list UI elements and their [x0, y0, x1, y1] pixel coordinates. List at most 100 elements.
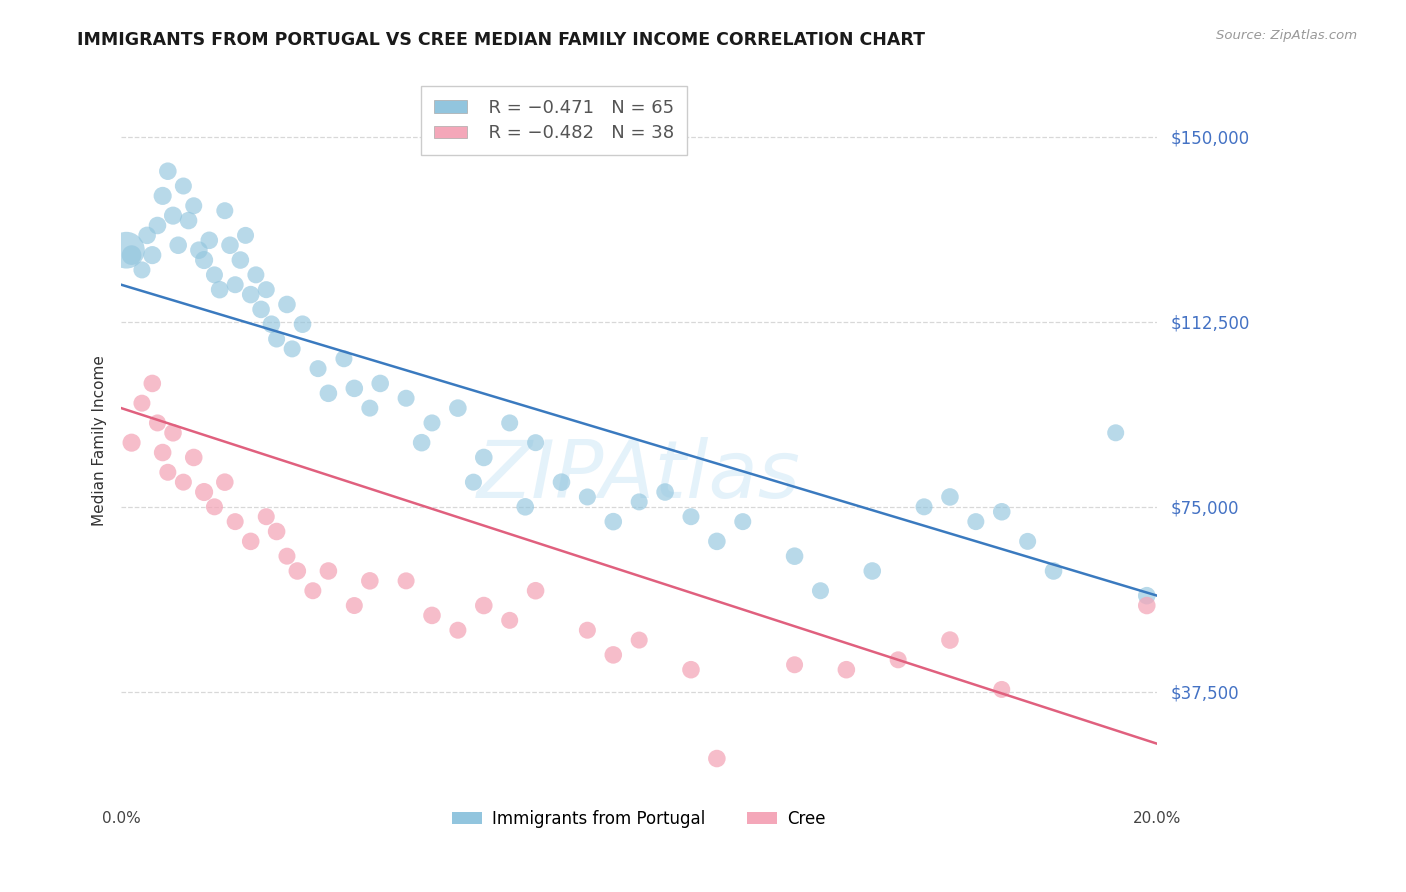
- Point: [266, 332, 288, 346]
- Point: [224, 515, 246, 529]
- Point: [204, 500, 226, 514]
- Point: [177, 213, 200, 227]
- Point: [266, 524, 288, 539]
- Point: [368, 376, 391, 391]
- Point: [524, 583, 547, 598]
- Point: [1105, 425, 1128, 440]
- Point: [141, 376, 163, 391]
- Point: [193, 485, 215, 500]
- Point: [214, 203, 236, 218]
- Point: [447, 401, 470, 416]
- Point: [187, 243, 209, 257]
- Point: [835, 663, 858, 677]
- Point: [239, 534, 262, 549]
- Point: [229, 253, 252, 268]
- Point: [783, 657, 806, 672]
- Point: [395, 391, 418, 405]
- Point: [912, 500, 935, 514]
- Point: [318, 386, 340, 401]
- Point: [343, 599, 366, 613]
- Point: [156, 164, 179, 178]
- Y-axis label: Median Family Income: Median Family Income: [93, 355, 107, 525]
- Point: [224, 277, 246, 292]
- Point: [318, 564, 340, 578]
- Point: [250, 302, 273, 317]
- Point: [285, 564, 308, 578]
- Legend: Immigrants from Portugal, Cree: Immigrants from Portugal, Cree: [446, 803, 832, 835]
- Point: [343, 381, 366, 395]
- Point: [1136, 599, 1159, 613]
- Point: [810, 583, 832, 598]
- Point: [131, 263, 153, 277]
- Point: [550, 475, 572, 490]
- Point: [254, 283, 277, 297]
- Text: IMMIGRANTS FROM PORTUGAL VS CREE MEDIAN FAMILY INCOME CORRELATION CHART: IMMIGRANTS FROM PORTUGAL VS CREE MEDIAN …: [77, 31, 925, 49]
- Point: [131, 396, 153, 410]
- Point: [172, 475, 194, 490]
- Point: [1042, 564, 1064, 578]
- Point: [420, 416, 443, 430]
- Point: [333, 351, 356, 366]
- Point: [276, 297, 298, 311]
- Point: [156, 465, 179, 479]
- Point: [121, 248, 143, 262]
- Point: [602, 648, 624, 662]
- Point: [887, 653, 910, 667]
- Point: [214, 475, 236, 490]
- Point: [198, 233, 221, 247]
- Point: [395, 574, 418, 588]
- Point: [411, 435, 433, 450]
- Point: [576, 490, 599, 504]
- Point: [628, 495, 651, 509]
- Point: [183, 450, 205, 465]
- Point: [524, 435, 547, 450]
- Point: [706, 751, 728, 765]
- Point: [136, 228, 159, 243]
- Point: [167, 238, 190, 252]
- Point: [359, 574, 381, 588]
- Point: [990, 682, 1012, 697]
- Point: [152, 189, 174, 203]
- Point: [783, 549, 806, 564]
- Point: [307, 361, 329, 376]
- Point: [141, 248, 163, 262]
- Point: [463, 475, 485, 490]
- Point: [146, 416, 169, 430]
- Point: [291, 317, 314, 331]
- Point: [499, 416, 522, 430]
- Point: [172, 179, 194, 194]
- Point: [193, 253, 215, 268]
- Point: [183, 199, 205, 213]
- Point: [204, 268, 226, 282]
- Point: [1017, 534, 1039, 549]
- Point: [628, 633, 651, 648]
- Point: [706, 534, 728, 549]
- Point: [472, 599, 495, 613]
- Point: [276, 549, 298, 564]
- Point: [447, 624, 470, 638]
- Point: [208, 283, 231, 297]
- Point: [235, 228, 257, 243]
- Point: [1136, 589, 1159, 603]
- Point: [281, 342, 304, 356]
- Point: [965, 515, 987, 529]
- Point: [254, 509, 277, 524]
- Point: [602, 515, 624, 529]
- Point: [420, 608, 443, 623]
- Point: [121, 435, 143, 450]
- Point: [939, 490, 962, 504]
- Point: [731, 515, 754, 529]
- Point: [515, 500, 537, 514]
- Point: [860, 564, 883, 578]
- Point: [146, 219, 169, 233]
- Point: [219, 238, 242, 252]
- Text: ZIPAtlas: ZIPAtlas: [477, 437, 801, 516]
- Point: [162, 209, 184, 223]
- Point: [260, 317, 283, 331]
- Point: [679, 663, 702, 677]
- Point: [576, 624, 599, 638]
- Point: [239, 287, 262, 301]
- Point: [990, 505, 1012, 519]
- Point: [115, 243, 138, 257]
- Text: Source: ZipAtlas.com: Source: ZipAtlas.com: [1216, 29, 1357, 42]
